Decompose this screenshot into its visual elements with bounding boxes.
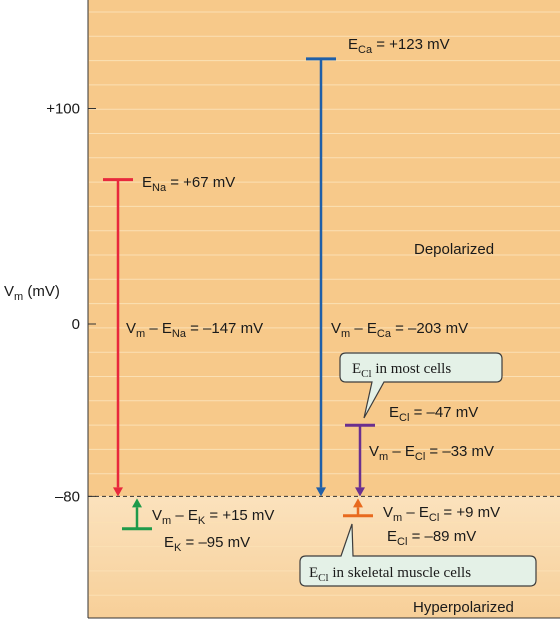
driving-force-na: Vm – ENa = –147 mV xyxy=(126,320,263,340)
arrowhead-cl-skeletal xyxy=(353,498,363,508)
background-stripes xyxy=(89,11,560,596)
e-ca-label: ECa = +123 mV xyxy=(348,36,450,56)
axis-tick-label: –80 xyxy=(55,488,80,505)
driving-force-cl-skeletal: Vm – ECl = +9 mV xyxy=(383,504,500,524)
driving-force-ca: Vm – ECa = –203 mV xyxy=(331,320,468,340)
axis-label: Vm (mV) xyxy=(4,283,60,303)
depolarized-label: Depolarized xyxy=(414,241,494,258)
axis-ticks: +100 0 –80 xyxy=(46,101,96,505)
e-na-label: ENa = +67 mV xyxy=(142,174,235,194)
arrowhead-k xyxy=(132,498,142,508)
e-cl-skeletal-label: ECl = –89 mV xyxy=(387,528,476,548)
driving-force-k: Vm – EK = +15 mV xyxy=(152,507,274,527)
svg-text:ECl in skeletal muscle cells: ECl in skeletal muscle cells xyxy=(309,565,471,584)
e-cl-most-label: ECl = –47 mV xyxy=(389,404,478,424)
axis-tick-label: 0 xyxy=(72,316,80,333)
arrowhead-na xyxy=(113,487,123,497)
e-k-label: EK = –95 mV xyxy=(164,534,250,554)
axis-tick-label: +100 xyxy=(46,101,80,118)
hyperpolarized-label: Hyperpolarized xyxy=(413,599,514,616)
svg-text:ECl in most cells: ECl in most cells xyxy=(352,361,451,380)
arrowhead-ca xyxy=(316,487,326,497)
callout-most-cells: ECl in most cells xyxy=(339,352,503,419)
callout-skeletal-muscle: ECl in skeletal muscle cells xyxy=(299,523,537,587)
equilibrium-marks xyxy=(103,57,375,531)
arrowhead-cl-most xyxy=(355,487,365,497)
driving-force-cl-most: Vm – ECl = –33 mV xyxy=(369,443,494,463)
